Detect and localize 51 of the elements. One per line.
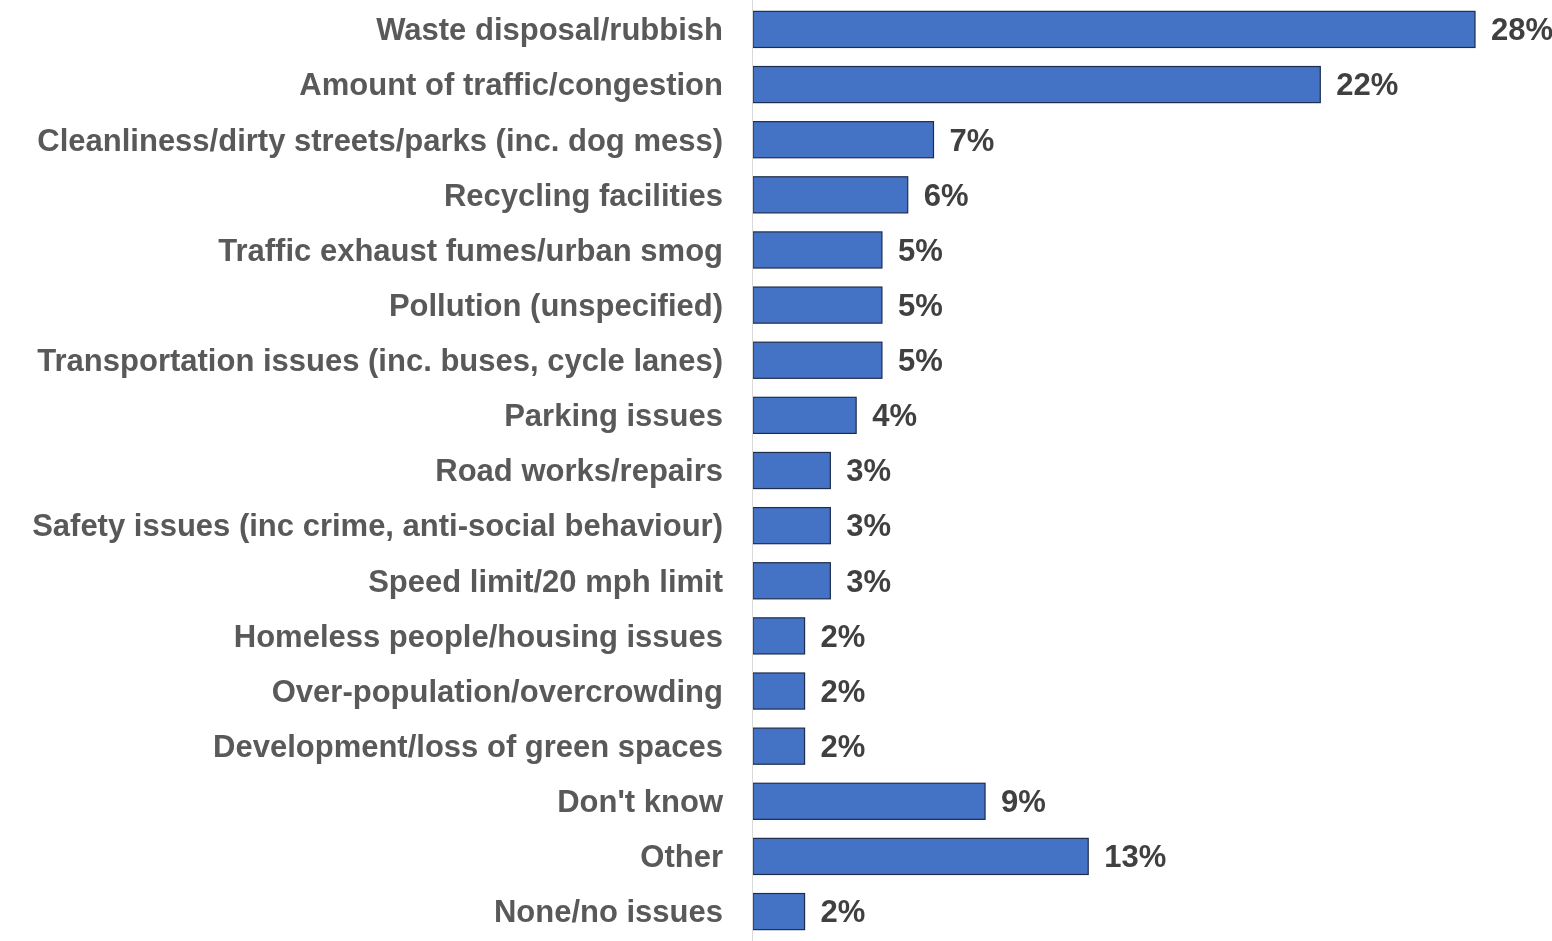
data-label: 13% [1104, 839, 1167, 875]
y-tick-label: Over-population/overcrowding [271, 673, 723, 709]
y-tick-label: Don't know [557, 784, 724, 820]
bar [752, 10, 1476, 49]
data-label: 5% [897, 232, 943, 268]
y-tick-label: Parking issues [504, 398, 723, 434]
bar [752, 617, 806, 655]
y-tick-label: Other [640, 839, 723, 875]
data-label: 2% [820, 673, 866, 709]
bar [752, 782, 986, 820]
data-label: 2% [820, 729, 866, 765]
y-tick-label: Recycling facilities [443, 177, 723, 213]
bar [752, 451, 831, 490]
y-tick-label: Transportation issues (inc. buses, cycle lanes) [37, 343, 723, 379]
y-tick-label: Safety issues (inc crime, anti-social behaviour) [32, 508, 723, 544]
bar [752, 176, 909, 214]
data-label: 6% [923, 177, 969, 213]
y-tick-label: Pollution (unspecified) [388, 287, 723, 323]
y-tick-label: Development/loss of green spaces [213, 729, 723, 765]
y-tick-label: None/no issues [493, 894, 723, 930]
data-label: 3% [846, 508, 892, 544]
y-tick-label: Cleanliness/dirty streets/parks (inc. dog mess) [37, 122, 723, 158]
data-label: 2% [820, 618, 866, 654]
bar [752, 65, 1321, 104]
y-tick-label: Speed limit/20 mph limit [368, 563, 723, 599]
bar [752, 727, 806, 765]
bar [752, 341, 883, 379]
y-tick-label: Amount of traffic/congestion [299, 67, 723, 103]
y-tick-label: Waste disposal/rubbish [376, 12, 723, 48]
bar [752, 837, 1089, 876]
bar [752, 562, 831, 600]
bar [752, 892, 806, 931]
y-tick-label: Traffic exhaust fumes/urban smog [218, 232, 723, 268]
bar [752, 672, 806, 710]
data-label: 4% [872, 398, 917, 434]
data-label: 5% [897, 343, 943, 379]
bar [752, 396, 857, 435]
data-label: 7% [949, 122, 995, 158]
data-label: 5% [897, 287, 943, 323]
data-label: 22% [1336, 67, 1399, 103]
bar [752, 121, 935, 159]
data-label: 9% [1001, 784, 1046, 820]
data-label: 3% [846, 453, 892, 489]
bar [752, 286, 883, 324]
data-label: 2% [820, 894, 866, 930]
y-tick-label: Homeless people/housing issues [233, 618, 723, 654]
data-label: 28% [1491, 12, 1552, 48]
bar [752, 231, 883, 269]
bar [752, 506, 831, 545]
data-label: 3% [846, 563, 892, 599]
y-tick-label: Road works/repairs [435, 453, 723, 489]
